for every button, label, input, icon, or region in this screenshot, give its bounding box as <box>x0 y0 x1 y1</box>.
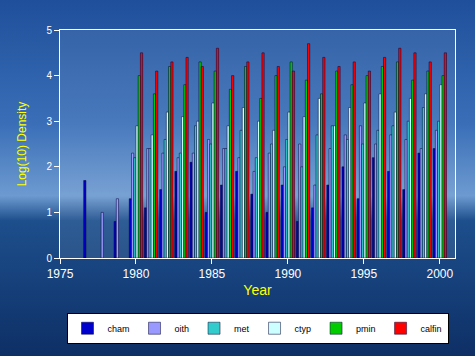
svg-text:1980: 1980 <box>123 267 150 281</box>
svg-text:2: 2 <box>46 161 52 172</box>
svg-text:0: 0 <box>46 253 52 264</box>
svg-text:1990: 1990 <box>275 267 302 281</box>
svg-text:1985: 1985 <box>199 267 226 281</box>
svg-text:pmin: pmin <box>356 324 376 334</box>
svg-text:1975: 1975 <box>47 267 74 281</box>
svg-text:1995: 1995 <box>350 267 377 281</box>
svg-text:met: met <box>234 324 250 334</box>
svg-text:4: 4 <box>46 70 52 81</box>
svg-text:oith: oith <box>175 324 190 334</box>
svg-text:2000: 2000 <box>426 267 453 281</box>
svg-text:5: 5 <box>46 25 52 36</box>
svg-text:calfin: calfin <box>421 324 442 334</box>
svg-text:Log(10) Density: Log(10) Density <box>15 102 29 187</box>
svg-text:3: 3 <box>46 116 52 127</box>
svg-text:ctyp: ctyp <box>295 324 312 334</box>
svg-text:1: 1 <box>46 207 52 218</box>
svg-text:cham: cham <box>108 324 130 334</box>
svg-text:Year: Year <box>243 282 272 298</box>
